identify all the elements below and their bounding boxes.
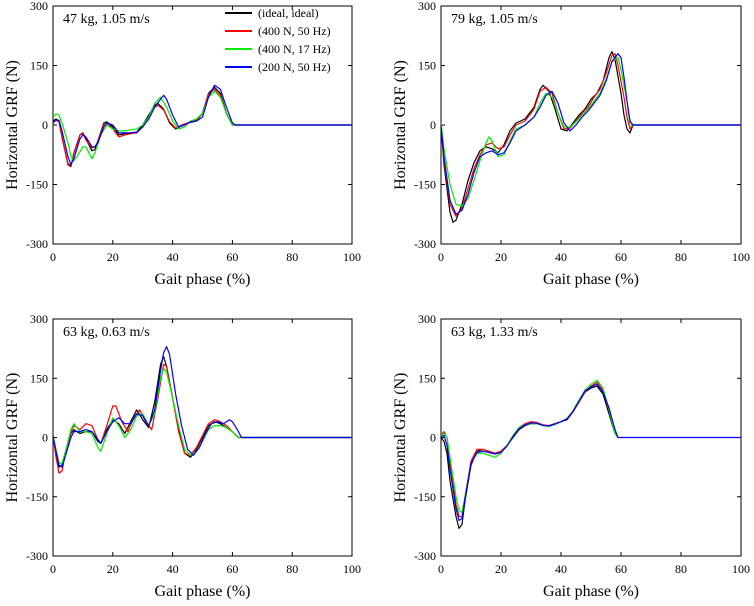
series-line-200-n-50-hz bbox=[441, 53, 741, 215]
panel-63kg-fast: 0 20 40 60 80 100 300 150 0 -150 -300 Gait phase (%… bbox=[392, 312, 750, 600]
x-tick-label: 0 bbox=[50, 562, 56, 576]
y-tick-label: -300 bbox=[26, 237, 48, 251]
series-line-400-n-17-hz bbox=[441, 379, 619, 514]
legend-label: (ideal, ideal) bbox=[258, 6, 319, 20]
y-axis-label: Horizontal GRF (N) bbox=[392, 373, 409, 503]
y-tick-label: 0 bbox=[430, 431, 436, 445]
y-tick-label: 300 bbox=[418, 0, 436, 13]
y-tick-label: -150 bbox=[26, 178, 48, 192]
y-axis-label: Horizontal GRF (N) bbox=[392, 60, 409, 190]
x-tick-label: 0 bbox=[50, 250, 56, 264]
y-tick-label: 0 bbox=[430, 118, 436, 132]
x-tick-label: 0 bbox=[438, 250, 444, 264]
x-tick-label: 100 bbox=[732, 562, 750, 576]
x-tick-label: 100 bbox=[343, 562, 361, 576]
y-tick-label: 300 bbox=[418, 312, 436, 326]
panel-63kg-slow: 0 20 40 60 80 100 300 150 0 -150 -300 Gait phase (%… bbox=[4, 312, 361, 600]
x-tick-label: 100 bbox=[343, 250, 361, 264]
y-tick-label: -300 bbox=[414, 549, 436, 563]
panel-79kg: 0 20 40 60 80 100 300 150 0 -150 -300 Gait phase (%… bbox=[392, 0, 750, 288]
y-tick-label: 150 bbox=[418, 371, 436, 385]
x-axis-label: Gait phase (%) bbox=[155, 583, 251, 600]
x-tick-label: 20 bbox=[107, 250, 119, 264]
x-tick-label: 100 bbox=[732, 250, 750, 264]
x-tick-label: 40 bbox=[555, 250, 567, 264]
legend: (ideal, ideal) (400 N, 50 Hz) (400 N, 17 H… bbox=[225, 6, 331, 74]
y-tick-label: 150 bbox=[30, 59, 48, 73]
x-tick-label: 60 bbox=[615, 250, 627, 264]
panel-annotation: 63 kg, 1.33 m/s bbox=[451, 325, 538, 340]
panel-47kg: 0 20 40 60 80 100 300 150 0 -150 -300 Gait phase (%… bbox=[4, 0, 361, 288]
x-tick-label: 60 bbox=[615, 562, 627, 576]
series-line-200-n-50-hz bbox=[53, 84, 352, 166]
y-axis-label: Horizontal GRF (N) bbox=[4, 373, 21, 503]
series-line-200-n-50-hz bbox=[53, 346, 352, 468]
y-tick-label: 150 bbox=[30, 371, 48, 385]
y-tick-label: -150 bbox=[26, 490, 48, 504]
x-tick-label: 80 bbox=[286, 250, 298, 264]
y-tick-label: 0 bbox=[42, 118, 48, 132]
y-tick-label: -150 bbox=[414, 490, 436, 504]
series-line-200-n-50-hz bbox=[441, 383, 741, 522]
y-tick-label: -150 bbox=[414, 178, 436, 192]
series-line-400-n-17-hz bbox=[53, 367, 352, 464]
series-line-400-n-50-hz bbox=[53, 363, 352, 474]
x-axis-label: Gait phase (%) bbox=[155, 271, 251, 288]
x-tick-label: 80 bbox=[675, 562, 687, 576]
panel-annotation: 63 kg, 0.63 m/s bbox=[63, 325, 150, 340]
y-tick-label: 300 bbox=[30, 312, 48, 326]
legend-label: (400 N, 17 Hz) bbox=[258, 42, 331, 56]
y-axis-label: Horizontal GRF (N) bbox=[4, 60, 21, 190]
series-line-400-n-50-hz bbox=[53, 88, 352, 167]
series-line-400-n-17-hz bbox=[441, 57, 741, 207]
panel-annotation: 47 kg, 1.05 m/s bbox=[63, 12, 150, 27]
x-tick-label: 0 bbox=[438, 562, 444, 576]
series-line-ideal-ideal bbox=[441, 385, 619, 529]
x-axis-label: Gait phase (%) bbox=[543, 583, 639, 600]
x-tick-label: 60 bbox=[226, 562, 238, 576]
series-line-ideal-ideal bbox=[441, 51, 741, 223]
x-axis-label: Gait phase (%) bbox=[543, 271, 639, 288]
y-tick-label: 150 bbox=[418, 59, 436, 73]
y-tick-label: -300 bbox=[414, 237, 436, 251]
series-line-ideal-ideal bbox=[53, 86, 352, 168]
panel-annotation: 79 kg, 1.05 m/s bbox=[451, 12, 538, 27]
legend-label: (400 N, 50 Hz) bbox=[258, 24, 331, 38]
y-tick-label: 0 bbox=[42, 431, 48, 445]
x-tick-label: 40 bbox=[555, 562, 567, 576]
x-tick-label: 40 bbox=[167, 562, 179, 576]
y-tick-label: -300 bbox=[26, 549, 48, 563]
series-line-ideal-ideal bbox=[53, 355, 352, 468]
legend-label: (200 N, 50 Hz) bbox=[258, 60, 331, 74]
x-tick-label: 20 bbox=[495, 250, 507, 264]
series-line-400-n-17-hz bbox=[53, 90, 352, 162]
x-tick-label: 60 bbox=[226, 250, 238, 264]
y-tick-label: 300 bbox=[30, 0, 48, 13]
series-line-400-n-50-hz bbox=[441, 53, 741, 217]
x-tick-label: 80 bbox=[675, 250, 687, 264]
x-tick-label: 20 bbox=[495, 562, 507, 576]
x-tick-label: 20 bbox=[107, 562, 119, 576]
x-tick-label: 80 bbox=[286, 562, 298, 576]
series-line-400-n-50-hz bbox=[441, 381, 619, 518]
x-tick-label: 40 bbox=[167, 250, 179, 264]
